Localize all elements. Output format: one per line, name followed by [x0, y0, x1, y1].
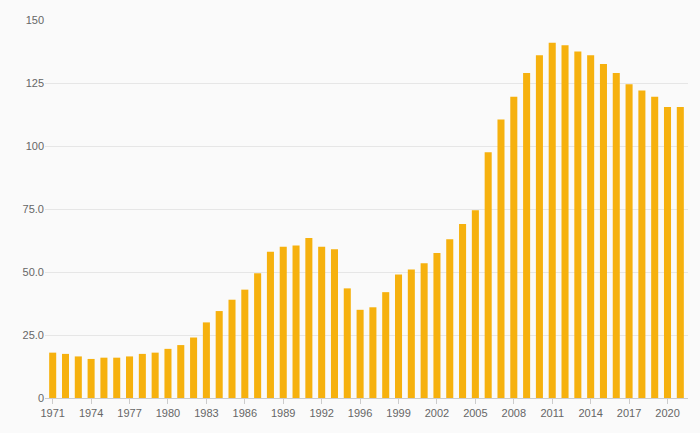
svg-text:100: 100: [26, 140, 44, 152]
svg-text:2002: 2002: [425, 407, 449, 419]
svg-text:50.0: 50.0: [23, 266, 44, 278]
svg-text:150: 150: [26, 14, 44, 26]
svg-text:1996: 1996: [348, 407, 372, 419]
svg-text:2005: 2005: [463, 407, 487, 419]
svg-text:0: 0: [38, 392, 44, 404]
svg-text:1980: 1980: [156, 407, 180, 419]
svg-text:1977: 1977: [117, 407, 141, 419]
svg-text:2017: 2017: [617, 407, 641, 419]
svg-text:25.0: 25.0: [23, 329, 44, 341]
svg-text:2011: 2011: [540, 407, 564, 419]
svg-text:1999: 1999: [386, 407, 410, 419]
svg-text:2014: 2014: [578, 407, 602, 419]
svg-text:2020: 2020: [655, 407, 679, 419]
svg-text:1992: 1992: [309, 407, 333, 419]
svg-text:1974: 1974: [79, 407, 103, 419]
svg-text:1986: 1986: [233, 407, 257, 419]
svg-text:1989: 1989: [271, 407, 295, 419]
svg-text:1983: 1983: [194, 407, 218, 419]
svg-text:2008: 2008: [502, 407, 526, 419]
svg-text:1971: 1971: [40, 407, 64, 419]
svg-text:75.0: 75.0: [23, 203, 44, 215]
svg-text:125: 125: [26, 77, 44, 89]
